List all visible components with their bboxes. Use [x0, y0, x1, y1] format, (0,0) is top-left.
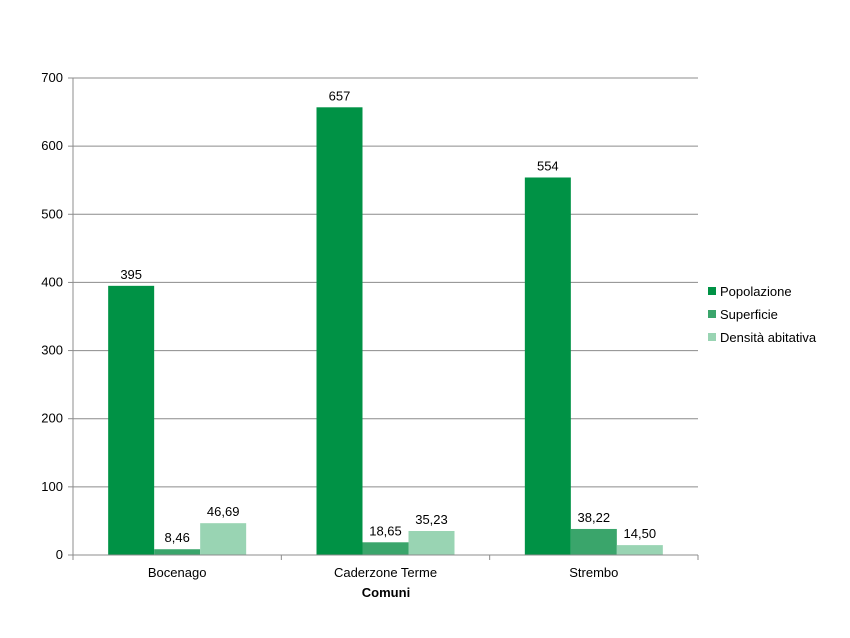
y-tick-label: 400	[41, 274, 63, 289]
y-tick-label: 100	[41, 479, 63, 494]
bar-popolazione	[524, 177, 571, 555]
bar-densit-abitativa	[408, 530, 455, 555]
data-label: 46,69	[207, 504, 240, 519]
x-axis-ticks: Bocenago Caderzone Terme Strembo	[72, 555, 699, 580]
bar-popolazione	[316, 107, 363, 556]
gridlines	[73, 77, 698, 488]
y-axis-ticks: 0 100 200 300 400 500 600 700	[41, 70, 73, 562]
axes	[72, 78, 698, 556]
data-label: 18,65	[369, 523, 402, 538]
data-label: 395	[120, 267, 142, 282]
data-label: 38,22	[578, 510, 611, 525]
x-tick-label: Bocenago	[148, 565, 207, 580]
data-labels: 395 8,46 46,69 657 18,65 35,23 554 38,22 14,50	[120, 88, 656, 545]
bar-superficie	[154, 549, 201, 555]
data-label: 657	[329, 88, 351, 103]
bar-superficie	[362, 542, 409, 555]
bar-popolazione	[108, 285, 155, 555]
y-tick-label: 0	[56, 547, 63, 562]
legend-swatch	[708, 333, 716, 341]
x-tick-label: Strembo	[569, 565, 618, 580]
data-label: 8,46	[165, 530, 190, 545]
y-tick-label: 600	[41, 138, 63, 153]
legend-label: Popolazione	[720, 284, 792, 299]
y-tick-label: 300	[41, 343, 63, 358]
legend-label: Densità abitativa	[720, 330, 817, 345]
y-tick-label: 200	[41, 411, 63, 426]
legend: Popolazione Superficie Densità abitativa	[708, 284, 817, 345]
legend-label: Superficie	[720, 307, 778, 322]
data-label: 35,23	[415, 512, 448, 527]
legend-swatch	[708, 310, 716, 318]
y-tick-label: 700	[41, 70, 63, 85]
data-label: 554	[537, 158, 559, 173]
y-tick-label: 500	[41, 206, 63, 221]
bars	[108, 107, 663, 556]
bar-densit-abitativa	[616, 545, 663, 555]
data-label: 14,50	[624, 526, 657, 541]
bar-superficie	[570, 528, 617, 555]
bar-densit-abitativa	[200, 523, 247, 555]
legend-swatch	[708, 287, 716, 295]
x-axis-title: Comuni	[362, 585, 410, 600]
x-tick-label: Caderzone Terme	[334, 565, 437, 580]
